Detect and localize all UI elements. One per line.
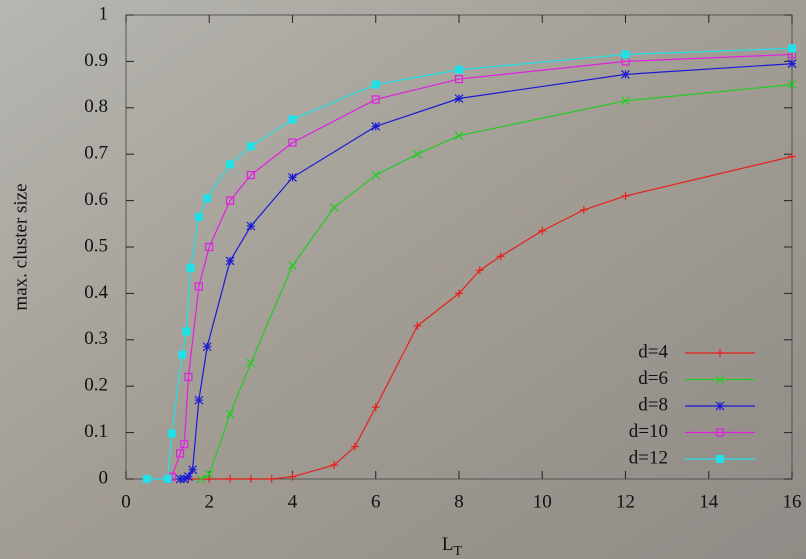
marker bbox=[247, 142, 255, 150]
marker bbox=[716, 402, 724, 410]
marker-square bbox=[247, 142, 255, 150]
x-tick-label: 0 bbox=[121, 491, 131, 512]
marker bbox=[195, 396, 203, 404]
marker bbox=[143, 475, 151, 483]
marker-square bbox=[289, 115, 297, 123]
y-tick-label: 0.4 bbox=[84, 282, 108, 303]
y-tick-label: 0.5 bbox=[84, 235, 108, 256]
marker-square bbox=[622, 50, 630, 58]
y-tick-label: 1 bbox=[99, 3, 109, 24]
x-tick-label: 12 bbox=[616, 491, 635, 512]
marker bbox=[203, 194, 211, 202]
legend-label: d=8 bbox=[638, 394, 668, 415]
marker bbox=[168, 430, 176, 438]
marker-square bbox=[143, 475, 151, 483]
marker bbox=[622, 50, 630, 58]
x-axis-label-main: L bbox=[442, 534, 454, 555]
y-axis-label: max. cluster size bbox=[10, 183, 31, 310]
marker-square bbox=[195, 213, 203, 221]
marker bbox=[289, 173, 297, 181]
marker-square bbox=[182, 327, 190, 335]
marker bbox=[788, 44, 796, 52]
y-tick-label: 0.1 bbox=[84, 421, 108, 442]
legend-label: d=4 bbox=[638, 341, 668, 362]
y-tick-label: 0.9 bbox=[84, 50, 108, 71]
x-tick-label: 16 bbox=[783, 491, 802, 512]
background bbox=[0, 0, 806, 559]
page: {"chart_data": {"type": "line", "x_label… bbox=[0, 0, 806, 559]
x-tick-label: 8 bbox=[454, 491, 464, 512]
y-tick-label: 0.2 bbox=[84, 375, 108, 396]
marker bbox=[203, 343, 211, 351]
marker-square bbox=[168, 430, 176, 438]
marker bbox=[178, 351, 186, 359]
marker bbox=[184, 473, 192, 481]
y-tick-label: 0.6 bbox=[84, 189, 108, 210]
x-tick-label: 2 bbox=[205, 491, 215, 512]
x-tick-label: 14 bbox=[699, 491, 719, 512]
marker bbox=[622, 70, 630, 78]
marker-square bbox=[716, 455, 724, 463]
marker-square bbox=[455, 66, 463, 74]
marker bbox=[226, 257, 234, 265]
marker bbox=[226, 160, 234, 168]
marker bbox=[195, 213, 203, 221]
chart: max. cluster size LT 0 2 4 6 8 10 12 14 16 0 0.1 0.… bbox=[0, 0, 806, 559]
marker bbox=[289, 115, 297, 123]
marker bbox=[164, 475, 172, 483]
marker bbox=[187, 264, 195, 272]
legend-label: d=10 bbox=[629, 421, 668, 442]
marker-square bbox=[164, 475, 172, 483]
marker-square bbox=[226, 160, 234, 168]
marker bbox=[716, 455, 724, 463]
y-tick-label: 0.3 bbox=[84, 328, 108, 349]
marker bbox=[372, 81, 380, 89]
marker bbox=[189, 466, 197, 474]
marker-square bbox=[178, 351, 186, 359]
legend-label: d=6 bbox=[638, 368, 668, 389]
marker bbox=[455, 66, 463, 74]
x-tick-label: 6 bbox=[371, 491, 381, 512]
y-tick-label: 0.8 bbox=[84, 96, 108, 117]
y-tick-label: 0 bbox=[99, 467, 109, 488]
y-tick-label: 0.7 bbox=[84, 143, 108, 164]
marker bbox=[788, 60, 796, 68]
marker-square bbox=[788, 44, 796, 52]
x-tick-label: 4 bbox=[288, 491, 298, 512]
x-tick-label: 10 bbox=[533, 491, 552, 512]
marker bbox=[247, 222, 255, 230]
marker-square bbox=[203, 194, 211, 202]
legend-label: d=12 bbox=[629, 447, 668, 468]
x-axis-label-subscript: T bbox=[454, 544, 463, 559]
marker bbox=[372, 122, 380, 130]
marker-square bbox=[372, 81, 380, 89]
marker bbox=[182, 327, 190, 335]
marker bbox=[455, 95, 463, 103]
marker-square bbox=[187, 264, 195, 272]
